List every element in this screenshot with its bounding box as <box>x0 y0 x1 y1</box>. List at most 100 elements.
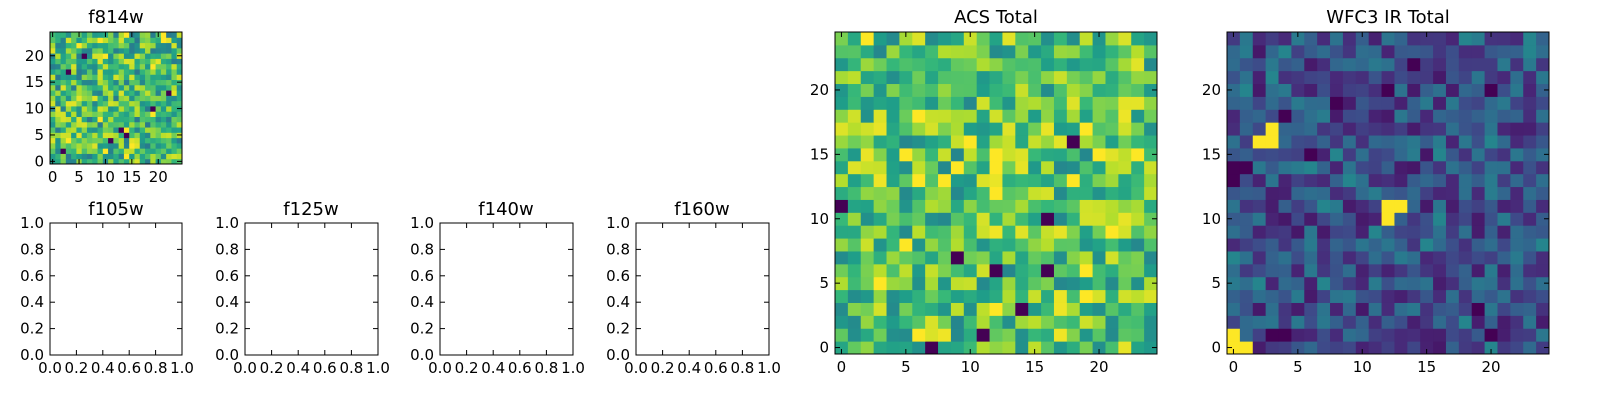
heatmap-cell <box>1317 315 1331 329</box>
heatmap-cell <box>129 132 135 139</box>
heatmap-cell <box>1394 32 1408 46</box>
heatmap-cell <box>1445 70 1460 85</box>
heatmap-cell <box>1304 173 1318 188</box>
heatmap-cell <box>1368 147 1383 162</box>
heatmap-cell <box>113 148 120 154</box>
heatmap-cell <box>847 328 862 342</box>
heatmap-cell <box>1092 263 1106 278</box>
x-tick-label: 1.0 <box>561 359 585 377</box>
heatmap-cell <box>1536 83 1550 97</box>
heatmap-cell <box>847 109 862 123</box>
heatmap-cell <box>835 315 849 329</box>
heatmap-cell <box>1471 315 1486 329</box>
heatmap-cell <box>134 127 141 133</box>
heatmap-cell <box>155 63 162 70</box>
panel-title: f160w <box>674 199 729 220</box>
heatmap-cell <box>139 132 146 139</box>
heatmap-cell <box>1028 289 1042 303</box>
heatmap-cell <box>938 238 952 252</box>
heatmap-cell <box>1510 32 1524 46</box>
heatmap-cell <box>938 160 952 175</box>
heatmap-cell <box>1265 109 1280 123</box>
heatmap-cell <box>1265 44 1280 59</box>
heatmap-cell <box>1002 263 1016 278</box>
heatmap-cell <box>976 70 991 85</box>
heatmap-cell <box>176 37 183 44</box>
heatmap-cell <box>1265 315 1280 329</box>
heatmap-cell <box>1394 96 1408 110</box>
heatmap-cell <box>847 122 862 136</box>
heatmap-cell <box>1265 225 1280 239</box>
x-tick-label: 15 <box>122 168 141 186</box>
heatmap-cell <box>1291 212 1305 226</box>
heatmap-cell <box>938 83 952 97</box>
heatmap-cell <box>129 100 135 107</box>
heatmap-cell <box>1239 135 1254 149</box>
heatmap-cell <box>81 111 88 117</box>
heatmap-cell <box>60 148 67 154</box>
heatmap-cell <box>886 147 900 162</box>
heatmap-cell <box>1015 186 1029 200</box>
heatmap-cell <box>1291 289 1305 303</box>
heatmap-cell <box>123 37 130 44</box>
heatmap-cell <box>113 127 120 133</box>
heatmap-cell <box>1015 44 1029 59</box>
heatmap-cell <box>113 32 120 38</box>
heatmap-cell <box>860 173 875 188</box>
heatmap-cell <box>925 32 939 46</box>
heatmap-cell <box>65 90 72 96</box>
heatmap-cell <box>65 79 72 86</box>
heatmap-cell <box>1394 199 1408 213</box>
heatmap-cell <box>1407 250 1421 265</box>
heatmap-cell <box>102 111 109 117</box>
heatmap-cell <box>873 147 888 162</box>
heatmap-cell <box>1497 328 1511 342</box>
heatmap-cell <box>1131 147 1145 162</box>
heatmap-cell <box>1368 302 1383 316</box>
heatmap-cell <box>81 148 88 154</box>
heatmap-cell <box>1015 276 1029 291</box>
heatmap-cell <box>847 186 862 200</box>
heatmap-cell <box>925 276 939 291</box>
heatmap-cell <box>899 96 913 110</box>
heatmap-cell <box>134 32 141 38</box>
heatmap-cell <box>1445 186 1460 200</box>
heatmap-cell <box>97 148 104 154</box>
x-tick-label: 0.8 <box>144 359 168 377</box>
heatmap-cell <box>1458 173 1473 188</box>
heatmap-cell <box>1015 135 1029 149</box>
axes-frame <box>49 31 183 165</box>
heatmap-cell <box>1239 70 1254 85</box>
heatmap-cell <box>1342 160 1357 175</box>
heatmap-cell <box>1131 238 1145 252</box>
heatmap-cell <box>1066 328 1081 342</box>
heatmap-cell <box>145 68 151 75</box>
heatmap-cell <box>1381 135 1395 149</box>
heatmap-cell <box>1381 122 1395 136</box>
heatmap-cell <box>835 173 849 188</box>
heatmap-cell <box>1252 109 1267 123</box>
heatmap-cell <box>860 289 875 303</box>
heatmap-cell <box>60 158 67 165</box>
heatmap-cell <box>118 79 125 86</box>
heatmap-cell <box>886 199 900 213</box>
heatmap-cell <box>1510 263 1524 278</box>
y-tick-label: 1.0 <box>215 214 239 232</box>
x-tick-label: 5 <box>901 358 911 376</box>
heatmap-cell <box>55 68 62 75</box>
heatmap-cell <box>976 328 991 342</box>
heatmap-cell <box>1433 70 1447 85</box>
heatmap-cell <box>1445 32 1460 46</box>
heatmap-cell <box>155 47 162 54</box>
heatmap-cell <box>1118 341 1132 355</box>
heatmap-cell <box>166 142 172 149</box>
heatmap-cell <box>1433 57 1447 72</box>
heatmap-cell <box>1002 32 1016 46</box>
heatmap-cell <box>97 158 104 165</box>
heatmap-cell <box>847 212 862 226</box>
heatmap-cell <box>129 153 135 160</box>
y-tick-label: 10 <box>1202 210 1221 228</box>
heatmap-cell <box>1536 302 1550 316</box>
heatmap-cell <box>1304 341 1318 355</box>
heatmap-cell <box>92 84 99 91</box>
